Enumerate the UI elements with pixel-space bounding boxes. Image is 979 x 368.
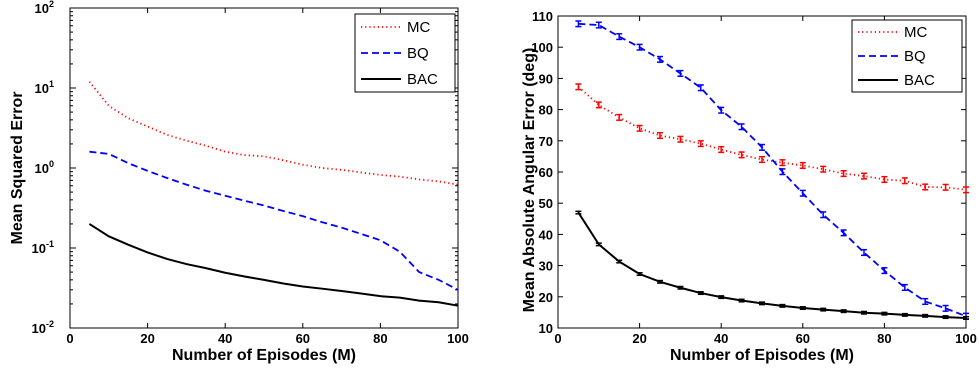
y-tick-label: 100 xyxy=(35,159,54,176)
series-bac xyxy=(575,210,969,321)
chart-2: 0 20 40 60 80 100 10 20 30 40 50 60 70 80 90 100 110 Numb… xyxy=(521,9,977,364)
y-tick-label: 90 xyxy=(539,71,553,86)
series-line-bac xyxy=(577,212,967,320)
series-line-bq xyxy=(89,150,459,291)
legend-box xyxy=(354,13,456,93)
series-mc xyxy=(575,83,969,194)
y-tick-label: 102 xyxy=(35,0,54,16)
legend: MC BQ BAC xyxy=(354,13,456,93)
x-tick-label: 40 xyxy=(714,331,728,346)
y-tick-label: 30 xyxy=(539,259,553,274)
y-tick-label: 10-2 xyxy=(32,319,54,336)
series-line-mc xyxy=(577,86,967,191)
y-tick-label: 110 xyxy=(532,9,553,24)
x-axis-label: Number of Episodes (M) xyxy=(670,347,854,364)
legend-label-mc: MC xyxy=(904,24,927,41)
series-line-bac xyxy=(88,223,459,307)
legend-label-bac: BAC xyxy=(904,72,935,89)
x-axis-label: Number of Episodes (M) xyxy=(172,347,356,364)
x-tick-label: 40 xyxy=(218,331,232,346)
x-tick-label: 60 xyxy=(796,331,810,346)
chart-1: 0 20 40 60 80 100 10-2 10-1 100 101 102 Number of E… xyxy=(9,0,469,364)
x-tick-label: 100 xyxy=(447,331,469,346)
series-bq xyxy=(575,20,969,320)
series-line-mc xyxy=(88,81,459,186)
x-tick-label: 80 xyxy=(373,331,387,346)
y-tick-label: 10 xyxy=(539,321,553,336)
series-bq xyxy=(89,150,459,291)
x-tick-label: 20 xyxy=(140,331,154,346)
x-tick-label: 0 xyxy=(66,331,73,346)
series-mc xyxy=(88,81,459,186)
x-tick-label: 100 xyxy=(955,331,977,346)
y-tick-label: 80 xyxy=(539,103,553,118)
x-tick-label: 20 xyxy=(632,331,646,346)
legend-label-bac: BAC xyxy=(407,71,438,88)
series-line-bq xyxy=(578,22,967,317)
series-bac xyxy=(88,223,459,307)
x-tick-label: 0 xyxy=(554,331,561,346)
x-tick-label: 80 xyxy=(877,331,891,346)
y-tick-label: 10-1 xyxy=(32,239,54,256)
y-tick-label: 101 xyxy=(35,79,54,96)
y-tick-label: 20 xyxy=(539,290,553,305)
x-tick-label: 60 xyxy=(296,331,310,346)
y-tick-label: 50 xyxy=(539,196,553,211)
legend-label-mc: MC xyxy=(407,19,430,36)
legend: MC BQ BAC xyxy=(851,19,963,93)
y-tick-label: 60 xyxy=(539,165,553,180)
y-tick-label: 100 xyxy=(531,40,553,55)
legend-label-bq: BQ xyxy=(407,45,429,62)
y-tick-label: 40 xyxy=(539,227,553,242)
y-axis-label: Mean Squared Error xyxy=(9,92,26,245)
y-tick-label: 70 xyxy=(539,134,553,149)
y-axis-label: Mean Absolute Angular Error (deg) xyxy=(521,48,538,313)
legend-label-bq: BQ xyxy=(904,48,926,65)
